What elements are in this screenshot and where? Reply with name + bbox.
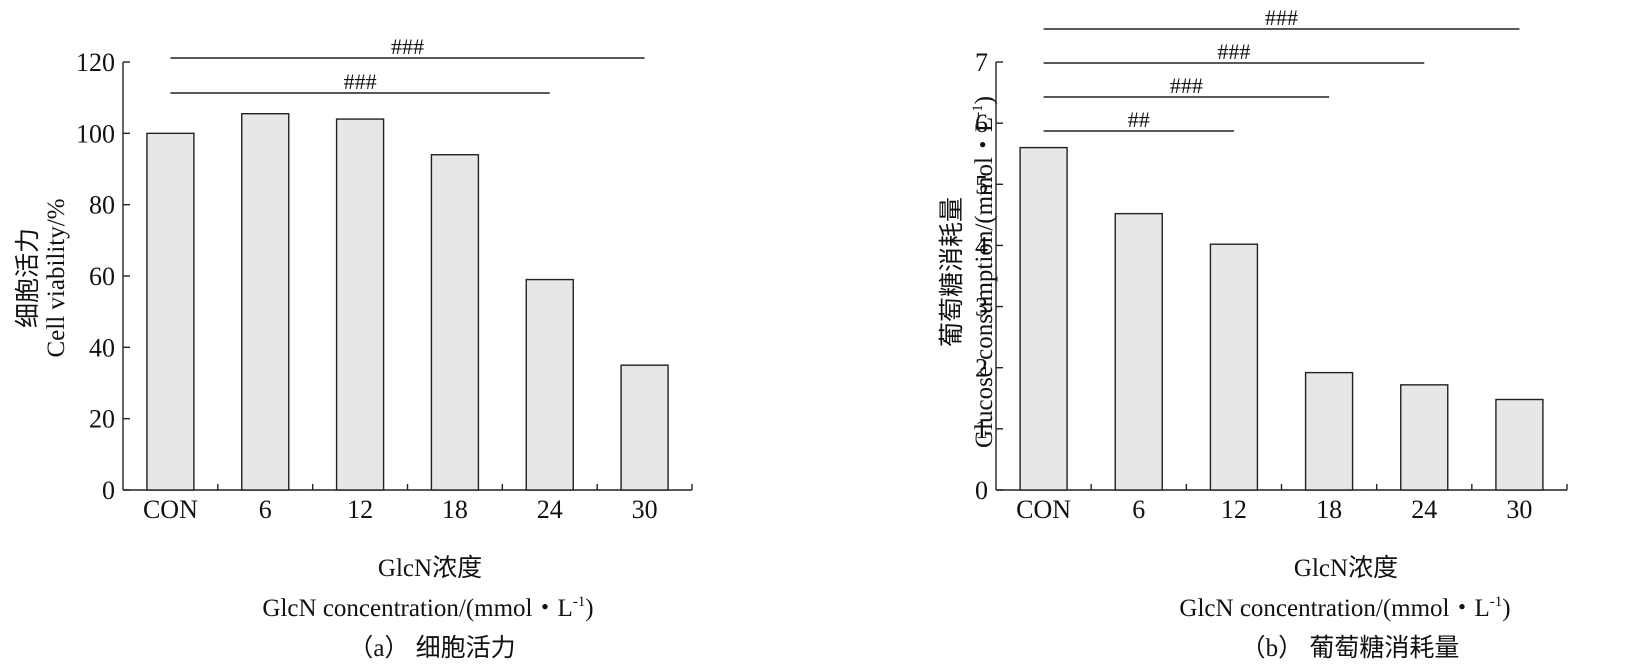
panel-b-y-tick-label: 0 <box>975 476 988 505</box>
panel-b-x-tick-label: 18 <box>1316 495 1342 524</box>
panel-a-xlabel-en-main: GlcN concentration/(mmol・L <box>262 595 572 622</box>
panel-b-xlabel-en-tail: ) <box>1502 595 1510 622</box>
panel-b-xlabel-en: GlcN concentration/(mmol・L-1) <box>1179 594 1510 622</box>
panel-b-x-tick-label: 12 <box>1221 495 1247 524</box>
panel-a-caption: （a） 细胞活力 <box>348 634 515 662</box>
panel-a-x-tick-label: 18 <box>442 495 468 524</box>
panel-a-xlabel-en-tail: ) <box>585 595 593 622</box>
panel-a-ylabel-cn: 细胞活力 <box>14 228 42 328</box>
panel-b-y-tick-label: 1 <box>975 415 988 444</box>
panel-a-bar-12 <box>335 118 385 491</box>
panel-a-bar-con <box>146 132 195 491</box>
panel-a-ylabel-en: Cell viability/% <box>43 198 70 357</box>
panel-a-bar-30 <box>620 364 669 491</box>
panel-b-y-tick-label: 2 <box>975 354 988 383</box>
panel-b-ylabel-en-sup: -1 <box>970 104 986 117</box>
panel-b-bar-12 <box>1209 243 1259 491</box>
panel-b-bars <box>1019 146 1544 491</box>
panel-b-significance-label: ### <box>1170 73 1203 98</box>
panel-a-x-tick-label: CON <box>143 495 198 524</box>
panel-a-y-tick-label: 80 <box>89 191 115 220</box>
panel-a-y-tick-label: 100 <box>76 119 115 148</box>
panel-b-y-tick-label: 7 <box>975 48 988 77</box>
panel-a-xlabel-en-sup: -1 <box>573 594 586 610</box>
panel-b-bar-30 <box>1495 398 1544 491</box>
panel-a-y-tick-label: 60 <box>89 262 115 291</box>
panel-a-significance: ### ### <box>170 34 645 94</box>
panel-b-ylabel-en-main: Glucose consumption/(mmol・L <box>971 117 998 448</box>
panel-a-bar-18 <box>430 154 480 491</box>
panel-b-bar-18 <box>1304 371 1354 491</box>
panel-b-x-tick-label: 30 <box>1506 495 1532 524</box>
panel-a-axes: 0 20 40 60 80 100 120 CON 6 12 18 24 30 <box>76 48 693 524</box>
panel-b-xlabel-en-sup: -1 <box>1490 594 1503 610</box>
panel-b-xlabel-cn: GlcN浓度 <box>1294 554 1398 582</box>
panel-a-y-tick-label: 0 <box>102 476 115 505</box>
panel-a-significance-label: ### <box>391 34 424 59</box>
panel-b-significance-label: ### <box>1265 5 1298 30</box>
panel-b-x-tick-label: CON <box>1016 495 1071 524</box>
panel-a-x-tick-label: 12 <box>347 495 373 524</box>
panel-b-significance-label: ### <box>1217 39 1250 64</box>
panel-b-y-tick-label: 4 <box>975 231 988 260</box>
panel-b-significance: ########### <box>1043 5 1520 132</box>
panel-b-ylabel-en-tail: ) <box>971 96 998 104</box>
panel-a-y-tick-label: 40 <box>89 333 115 362</box>
panel-a-x-tick-label: 6 <box>259 495 272 524</box>
panel-b-bar-6 <box>1114 212 1163 491</box>
panel-a-bar-6 <box>241 113 290 491</box>
panel-b-significance-label: ## <box>1128 107 1150 132</box>
panel-a-bars <box>146 113 669 491</box>
panel-a-x-tick-label: 30 <box>632 495 658 524</box>
panel-b-x-tick-label: 6 <box>1132 495 1145 524</box>
panel-a-y-tick-label: 20 <box>89 405 115 434</box>
panel-a-significance-label: ### <box>344 69 377 94</box>
panel-b-caption: （b） 葡萄糖消耗量 <box>1241 634 1460 662</box>
panel-b-y-tick-label: 3 <box>975 293 988 322</box>
panel-a-y-tick-label: 120 <box>76 48 115 77</box>
panel-b-y-tick-label: 6 <box>975 109 988 138</box>
panel-b-ylabel-en: Glucose consumption/(mmol・L-1) <box>970 96 998 448</box>
panel-a-bar-24 <box>525 278 574 491</box>
panel-b-y-tick-label: 5 <box>975 170 988 199</box>
panel-a-xlabel-cn: GlcN浓度 <box>378 554 482 582</box>
panel-b-bar-24 <box>1400 384 1449 491</box>
panel-b-xlabel-en-main: GlcN concentration/(mmol・L <box>1179 595 1489 622</box>
panel-b-x-tick-label: 24 <box>1411 495 1437 524</box>
panel-a-x-tick-label: 24 <box>537 495 563 524</box>
panel-b-ylabel-cn: 葡萄糖消耗量 <box>938 197 966 347</box>
panel-a-xlabel-en: GlcN concentration/(mmol・L-1) <box>262 594 593 622</box>
panel-b-bar-con <box>1019 146 1068 491</box>
